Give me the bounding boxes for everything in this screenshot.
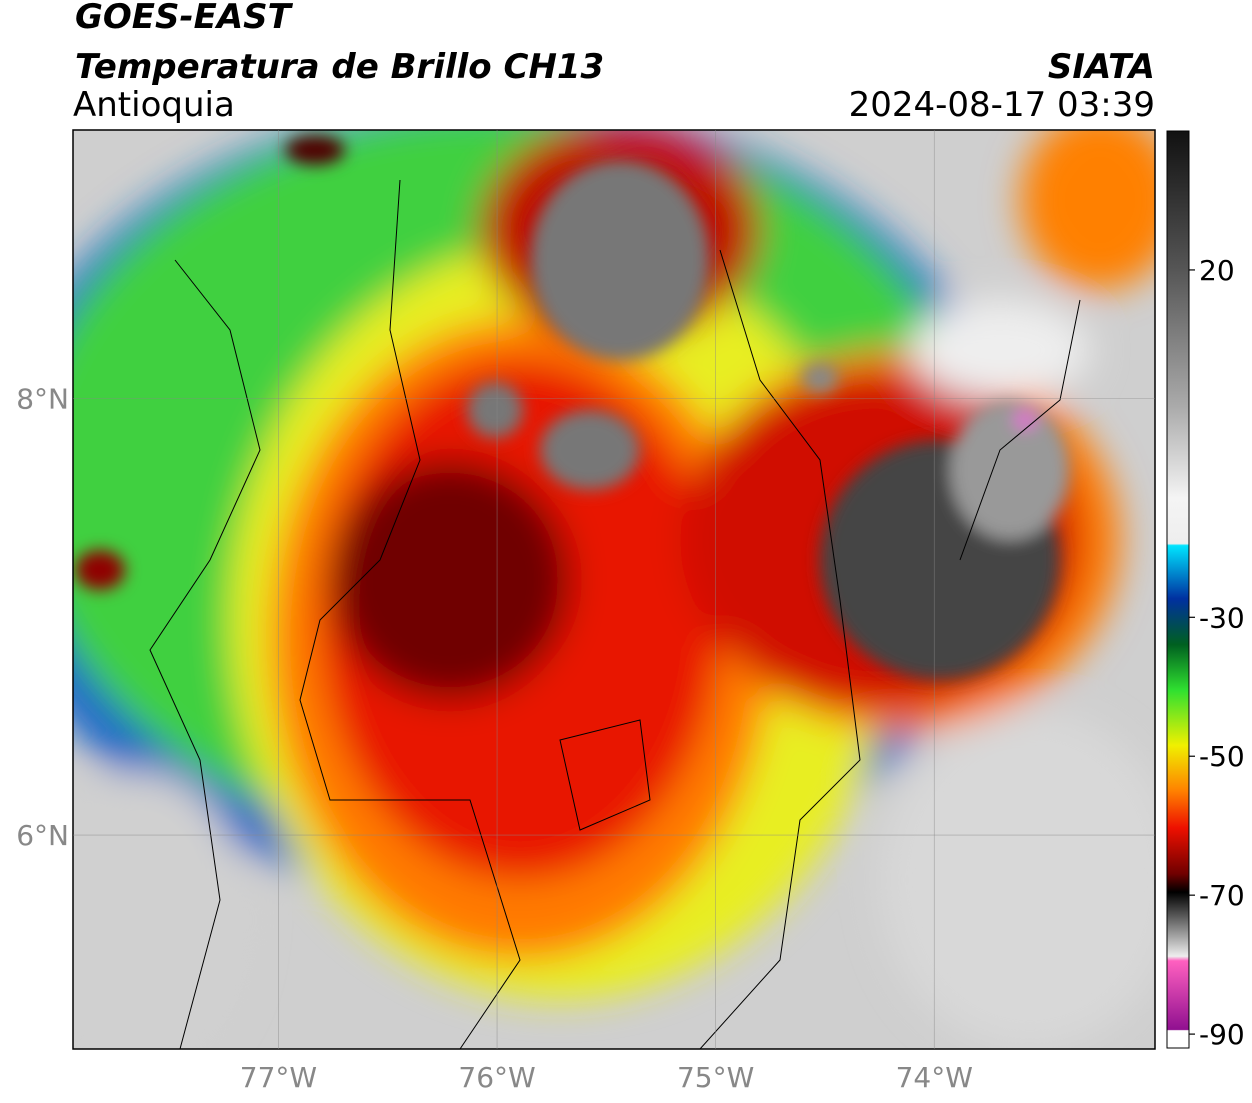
map-frame: [72, 129, 1156, 1050]
colorbar-tick-label: -70: [1199, 879, 1245, 912]
x-tick-label: 76°W: [458, 1061, 535, 1094]
x-tick-label: 75°W: [677, 1061, 754, 1094]
colorbar-tick-label: 20: [1199, 254, 1235, 287]
x-tick-label: 77°W: [240, 1061, 317, 1094]
datetime: 2024-08-17 03:39: [849, 85, 1155, 125]
y-tick-label: 8°N: [16, 382, 69, 415]
colorbar-tick-label: -50: [1199, 740, 1245, 773]
colorbar-tick-label: -30: [1199, 601, 1245, 634]
source: SIATA: [1048, 47, 1155, 87]
title: GOES-EAST: [75, 0, 294, 37]
colorbar: [1166, 130, 1190, 1049]
colorbar-tick-label: -90: [1199, 1018, 1245, 1051]
x-tick-label: 74°W: [896, 1061, 973, 1094]
subtitle: Temperatura de Brillo CH13: [75, 47, 604, 87]
region: Antioquia: [73, 85, 235, 125]
y-tick-label: 6°N: [16, 819, 69, 852]
satellite-image: [73, 130, 1155, 1049]
